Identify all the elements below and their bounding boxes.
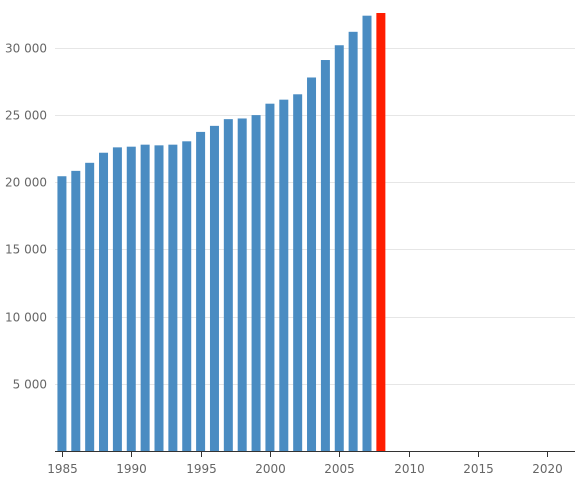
y-tick-label: 25 000 [5, 109, 47, 123]
bar[interactable] [112, 147, 122, 452]
bar[interactable] [334, 45, 344, 451]
x-axis-tick-labels: 1985 1990 1995 2000 2005 2010 2015 2020 [47, 462, 563, 476]
bar[interactable] [99, 152, 109, 452]
x-tick-label: 2015 [463, 462, 494, 476]
x-tick-label: 2000 [255, 462, 286, 476]
bar[interactable] [57, 176, 67, 452]
bar[interactable] [71, 170, 81, 451]
bar[interactable] [348, 31, 358, 452]
x-tick-label: 2010 [394, 462, 425, 476]
y-tick-label: 5 000 [13, 378, 47, 392]
bar[interactable] [237, 118, 247, 451]
x-tick-label: 1990 [116, 462, 147, 476]
bar-series [57, 13, 386, 452]
bar[interactable] [85, 162, 95, 451]
bar[interactable] [293, 94, 303, 451]
bar[interactable] [168, 144, 178, 452]
bar[interactable] [140, 144, 150, 452]
bar[interactable] [126, 146, 136, 451]
bar[interactable] [196, 131, 206, 451]
x-axis-ticks [62, 451, 548, 457]
x-tick-label: 1995 [186, 462, 217, 476]
bar[interactable] [154, 145, 164, 451]
bar[interactable] [251, 115, 261, 452]
bar-highlighted[interactable] [376, 13, 386, 451]
bar[interactable] [320, 60, 330, 452]
bar[interactable] [265, 103, 275, 451]
y-tick-label: 15 000 [5, 243, 47, 257]
y-tick-label: 10 000 [5, 311, 47, 325]
bar[interactable] [362, 15, 372, 451]
x-tick-label: 2020 [532, 462, 563, 476]
y-axis-tick-labels: 5 000 10 000 15 000 20 000 25 000 30 000 [5, 42, 47, 392]
bar[interactable] [307, 77, 317, 452]
bar[interactable] [223, 119, 233, 451]
bar[interactable] [182, 141, 192, 451]
bar[interactable] [279, 99, 289, 451]
x-tick-label: 1985 [47, 462, 78, 476]
x-tick-label: 2005 [324, 462, 355, 476]
bar[interactable] [209, 125, 219, 452]
y-tick-label: 30 000 [5, 42, 47, 56]
y-tick-label: 20 000 [5, 176, 47, 190]
